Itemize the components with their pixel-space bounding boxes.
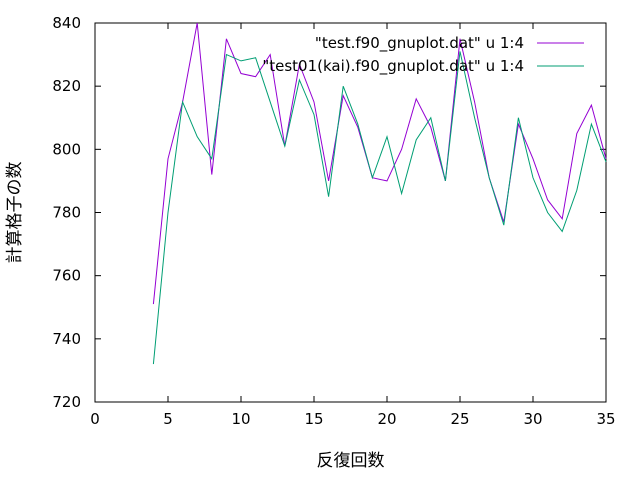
x-tick-label: 5 — [163, 410, 173, 428]
x-tick-label: 0 — [90, 410, 100, 428]
x-tick-label: 35 — [596, 410, 615, 428]
y-tick-label: 760 — [52, 267, 81, 285]
legend-label-1: "test.f90_gnuplot.dat" u 1:4 — [315, 34, 524, 53]
y-tick-label: 740 — [52, 330, 81, 348]
series-lines — [152, 22, 607, 365]
y-tick-label: 720 — [52, 393, 81, 411]
x-axis-title: 反復回数 — [317, 451, 385, 471]
y-tick-label: 840 — [52, 14, 81, 32]
y-tick-label: 820 — [52, 77, 81, 95]
x-tick-label: 15 — [304, 410, 323, 428]
x-tick-label: 25 — [450, 410, 469, 428]
y-axis-title: 計算格子の数 — [5, 162, 25, 264]
axis-ticks: 0 5 10 15 20 25 30 35 720 740 760 780 800 820 840 — [52, 14, 615, 428]
legend-label-2: "test01(kai).f90_gnuplot.dat" u 1:4 — [262, 57, 524, 76]
y-tick-label: 800 — [52, 140, 81, 158]
series-line-1 — [152, 22, 607, 305]
series-line-2 — [152, 51, 607, 365]
legend: "test.f90_gnuplot.dat" u 1:4 "test01(kai)… — [262, 34, 584, 76]
x-tick-label: 20 — [377, 410, 396, 428]
plot-frame — [94, 22, 607, 403]
x-tick-label: 10 — [231, 410, 250, 428]
x-tick-label: 30 — [523, 410, 542, 428]
y-tick-label: 780 — [52, 204, 81, 222]
